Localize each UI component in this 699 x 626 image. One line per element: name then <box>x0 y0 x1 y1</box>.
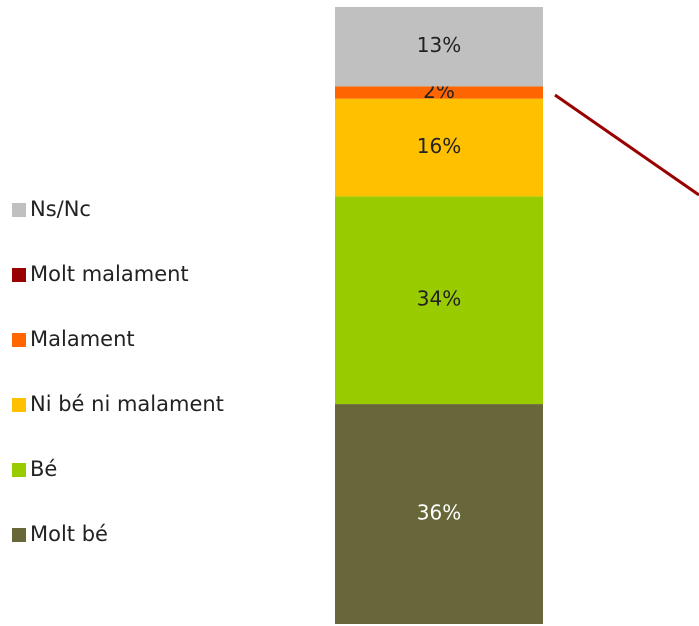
legend-text: Bé <box>30 457 57 481</box>
legend-swatch <box>12 463 26 477</box>
bar-segment <box>335 196 543 405</box>
bar-segment <box>335 98 543 197</box>
bar-segment <box>335 7 543 87</box>
bar-segment <box>335 404 543 624</box>
data-label: 36% <box>417 501 461 525</box>
legend-text: Molt bé <box>30 522 108 546</box>
legend-swatch <box>12 333 26 347</box>
data-label: 34% <box>417 287 461 311</box>
leader-line <box>554 93 699 197</box>
data-label: 16% <box>417 134 461 158</box>
legend-text: Molt malament <box>30 262 189 286</box>
legend-text: Ni bé ni malament <box>30 392 224 416</box>
data-label: 13% <box>417 33 461 57</box>
legend-swatch <box>12 268 26 282</box>
legend-text: Ns/Nc <box>30 197 91 221</box>
legend-swatch <box>12 203 26 217</box>
legend-swatch <box>12 528 26 542</box>
legend-text: Malament <box>30 327 135 351</box>
bar-segment <box>335 86 543 99</box>
legend-swatch <box>12 398 26 412</box>
